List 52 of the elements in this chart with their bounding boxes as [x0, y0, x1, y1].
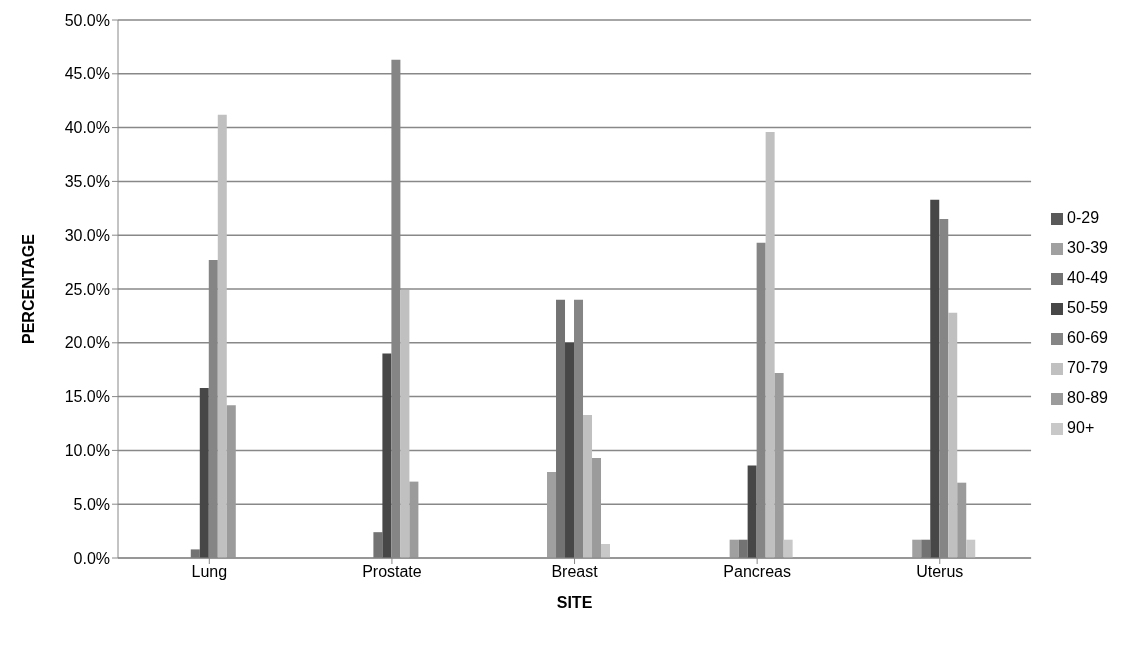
bar: [912, 539, 922, 558]
bar: [921, 539, 931, 558]
y-tick-label: 25.0%: [64, 280, 110, 298]
bar: [930, 199, 940, 558]
y-tick-label: 40.0%: [64, 119, 110, 137]
bar: [382, 353, 392, 558]
bar: [592, 457, 602, 558]
legend-label: 90+: [1067, 419, 1095, 436]
x-tick-label: Lung: [191, 563, 228, 581]
bar: [966, 539, 976, 558]
x-axis-title: SITE: [556, 594, 593, 611]
bar: [547, 471, 557, 558]
y-axis-title: PERCENTAGE: [19, 233, 37, 344]
legend-label: 80-89: [1067, 389, 1108, 406]
legend-label: 70-79: [1067, 359, 1108, 376]
bar: [738, 539, 748, 558]
bar: [409, 481, 419, 558]
bar: [747, 465, 757, 558]
y-tick-label: 20.0%: [64, 334, 110, 352]
bar: [217, 114, 227, 558]
bar: [783, 539, 793, 558]
bar: [601, 544, 611, 558]
legend-label: 30-39: [1067, 239, 1108, 256]
bar: [400, 290, 410, 558]
y-tick-label: 35.0%: [64, 173, 110, 191]
y-tick-label: 10.0%: [64, 442, 110, 460]
x-tick-label: Pancreas: [723, 563, 791, 581]
y-tick-label: 30.0%: [64, 226, 110, 244]
y-tick-label: 5.0%: [73, 495, 110, 513]
y-tick-label: 45.0%: [64, 65, 110, 83]
x-tick-label: Breast: [551, 563, 599, 581]
x-tick-label: Uterus: [916, 563, 964, 581]
x-tick-label: Prostate: [362, 563, 422, 581]
y-tick-label: 50.0%: [64, 11, 110, 29]
legend-label: 0-29: [1067, 209, 1100, 226]
bar: [190, 549, 200, 558]
bar: [948, 312, 958, 558]
bar: [556, 299, 566, 558]
bar: [565, 342, 575, 558]
legend-label: 60-69: [1067, 329, 1108, 346]
bar: [774, 372, 784, 558]
bar: [226, 405, 236, 558]
legend-label: 50-59: [1067, 299, 1108, 316]
bar: [957, 482, 967, 558]
legend-label: 40-49: [1067, 269, 1108, 286]
y-tick-label: 15.0%: [64, 388, 110, 406]
bar: [765, 131, 775, 558]
bar: [199, 387, 209, 558]
y-tick-label: 0.0%: [73, 549, 110, 567]
bar: [373, 532, 383, 558]
bar: [729, 539, 739, 558]
bar: [583, 414, 593, 558]
